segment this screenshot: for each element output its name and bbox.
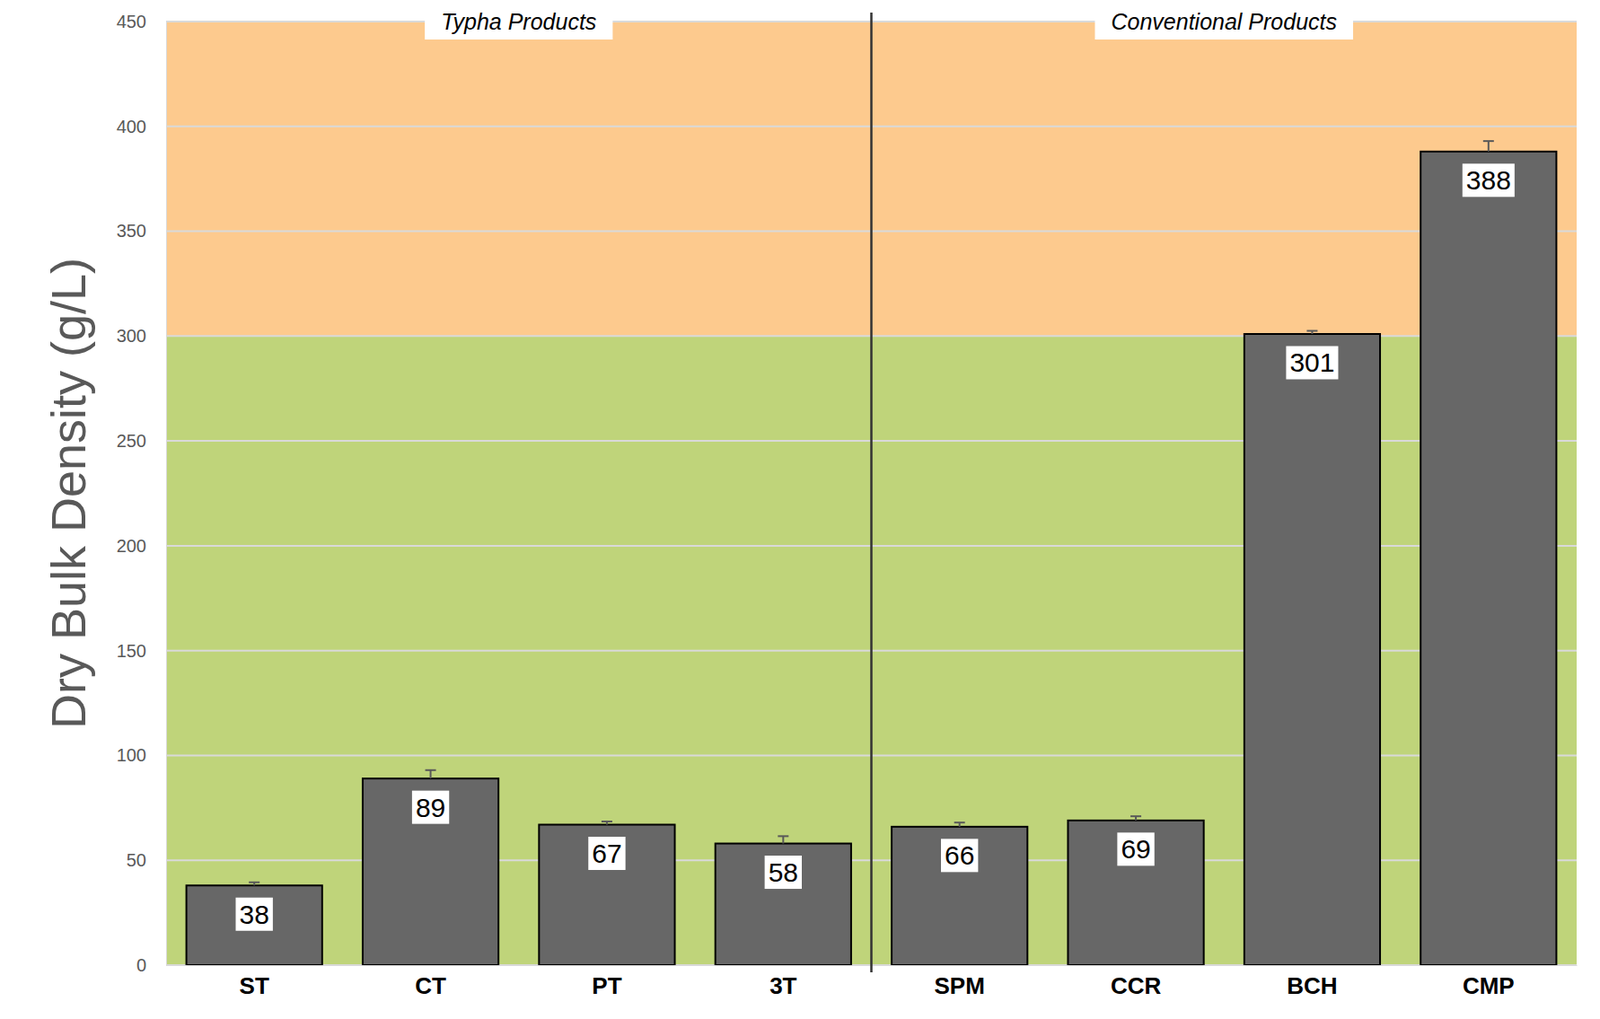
y-tick: 0 xyxy=(136,955,167,976)
bar xyxy=(1067,820,1204,966)
y-tick: 450 xyxy=(116,11,167,32)
y-tick-label: 100 xyxy=(116,745,147,765)
error-bar-cap xyxy=(425,769,437,772)
data-label-box xyxy=(764,855,802,889)
y-tick-label: 350 xyxy=(116,220,147,241)
x-tick: SPM xyxy=(934,965,985,1000)
y-tick: 350 xyxy=(116,220,167,241)
y-tick-label: 300 xyxy=(116,325,147,346)
error-bar xyxy=(248,882,260,887)
plot: 0 50 100 150 200 250 300 350 400 450 ST CT PT 3T SPM CC… xyxy=(116,1,1578,1000)
data-label-box xyxy=(940,838,978,872)
y-axis-line xyxy=(166,22,168,967)
y-tick: 200 xyxy=(116,536,167,556)
y-tick: 250 xyxy=(116,430,167,451)
bar xyxy=(186,885,323,966)
x-tick-label: ST xyxy=(239,972,270,1000)
error-bar-cap xyxy=(1130,815,1142,818)
error-bar-stem xyxy=(782,835,784,844)
group-labels: Typha Products Conventional Products xyxy=(424,1,1354,40)
y-axis-title: Dry Bulk Density (g/L) xyxy=(41,257,96,730)
error-bar xyxy=(1483,140,1495,152)
error-bar-cap xyxy=(248,881,260,884)
error-bar xyxy=(425,770,437,779)
y-tick: 150 xyxy=(116,641,167,661)
bar xyxy=(1244,334,1381,966)
data-label-box xyxy=(236,897,273,932)
data-label: 58 xyxy=(768,857,799,888)
data-label-box xyxy=(412,791,449,825)
data-labels: 38 89 67 58 66 69 301 388 xyxy=(236,163,1515,931)
x-tick-label: PT xyxy=(591,972,622,1000)
group-label-box xyxy=(424,1,613,40)
y-tick: 400 xyxy=(116,116,167,137)
data-label: 388 xyxy=(1466,165,1512,195)
x-tick-label: CMP xyxy=(1462,972,1515,1000)
x-tick: 3T xyxy=(769,965,797,1000)
bar xyxy=(891,826,1028,966)
x-tick-label: SPM xyxy=(934,972,985,1000)
x-tick-label: 3T xyxy=(769,972,797,1000)
error-bar-cap xyxy=(1306,329,1318,332)
y-tick-label: 250 xyxy=(116,430,147,451)
x-tick: CT xyxy=(414,965,447,1000)
error-bar xyxy=(954,822,966,827)
error-bar-stem xyxy=(1487,140,1490,152)
y-tick-label: 450 xyxy=(116,11,147,32)
group-label: Conventional Products xyxy=(1110,8,1337,35)
error-bar xyxy=(601,821,613,826)
data-label: 67 xyxy=(591,838,622,869)
data-label: 301 xyxy=(1289,347,1335,378)
x-tick: BCH xyxy=(1286,965,1337,1000)
error-bar xyxy=(1306,330,1318,335)
y-tick: 300 xyxy=(116,325,167,346)
chart: 0 50 100 150 200 250 300 350 400 450 ST CT PT 3T SPM CC… xyxy=(0,0,1600,1019)
error-bar-cap xyxy=(954,821,966,824)
y-tick-label: 0 xyxy=(136,955,147,976)
data-label: 89 xyxy=(415,792,446,823)
x-tick: PT xyxy=(591,965,622,1000)
x-tick: CMP xyxy=(1462,965,1515,1000)
y-tick-label: 150 xyxy=(116,641,147,661)
y-axis: 0 50 100 150 200 250 300 350 400 450 xyxy=(116,11,168,976)
bars xyxy=(186,140,1557,966)
data-label-box xyxy=(1462,163,1515,197)
bar xyxy=(362,778,499,966)
group-label-box xyxy=(1094,1,1354,40)
error-bar-stem xyxy=(430,770,432,779)
data-label-box xyxy=(1116,832,1154,866)
x-tick-label: BCH xyxy=(1286,972,1337,1000)
y-tick-label: 200 xyxy=(116,536,147,556)
error-bar-cap xyxy=(777,835,789,837)
error-bar-cap xyxy=(601,820,613,823)
y-tick: 100 xyxy=(116,745,167,765)
error-bar xyxy=(777,835,789,844)
y-tick-label: 400 xyxy=(116,116,147,137)
x-tick-label: CT xyxy=(414,972,447,1000)
group-label: Typha Products xyxy=(440,8,597,35)
data-label: 66 xyxy=(944,840,975,871)
data-label-box xyxy=(588,836,625,871)
data-label: 38 xyxy=(239,899,270,930)
data-label-box xyxy=(1285,345,1338,379)
x-tick: ST xyxy=(239,965,270,1000)
x-tick-label: CCR xyxy=(1110,972,1162,1000)
y-tick-label: 50 xyxy=(126,850,147,871)
data-label: 69 xyxy=(1120,834,1151,864)
error-bar xyxy=(1130,816,1142,821)
group-divider xyxy=(870,12,873,973)
y-tick: 50 xyxy=(126,850,167,871)
x-tick: CCR xyxy=(1110,965,1162,1000)
bar xyxy=(1420,151,1557,966)
error-bar-cap xyxy=(1483,140,1495,142)
bar xyxy=(538,825,675,966)
bar xyxy=(715,843,852,966)
